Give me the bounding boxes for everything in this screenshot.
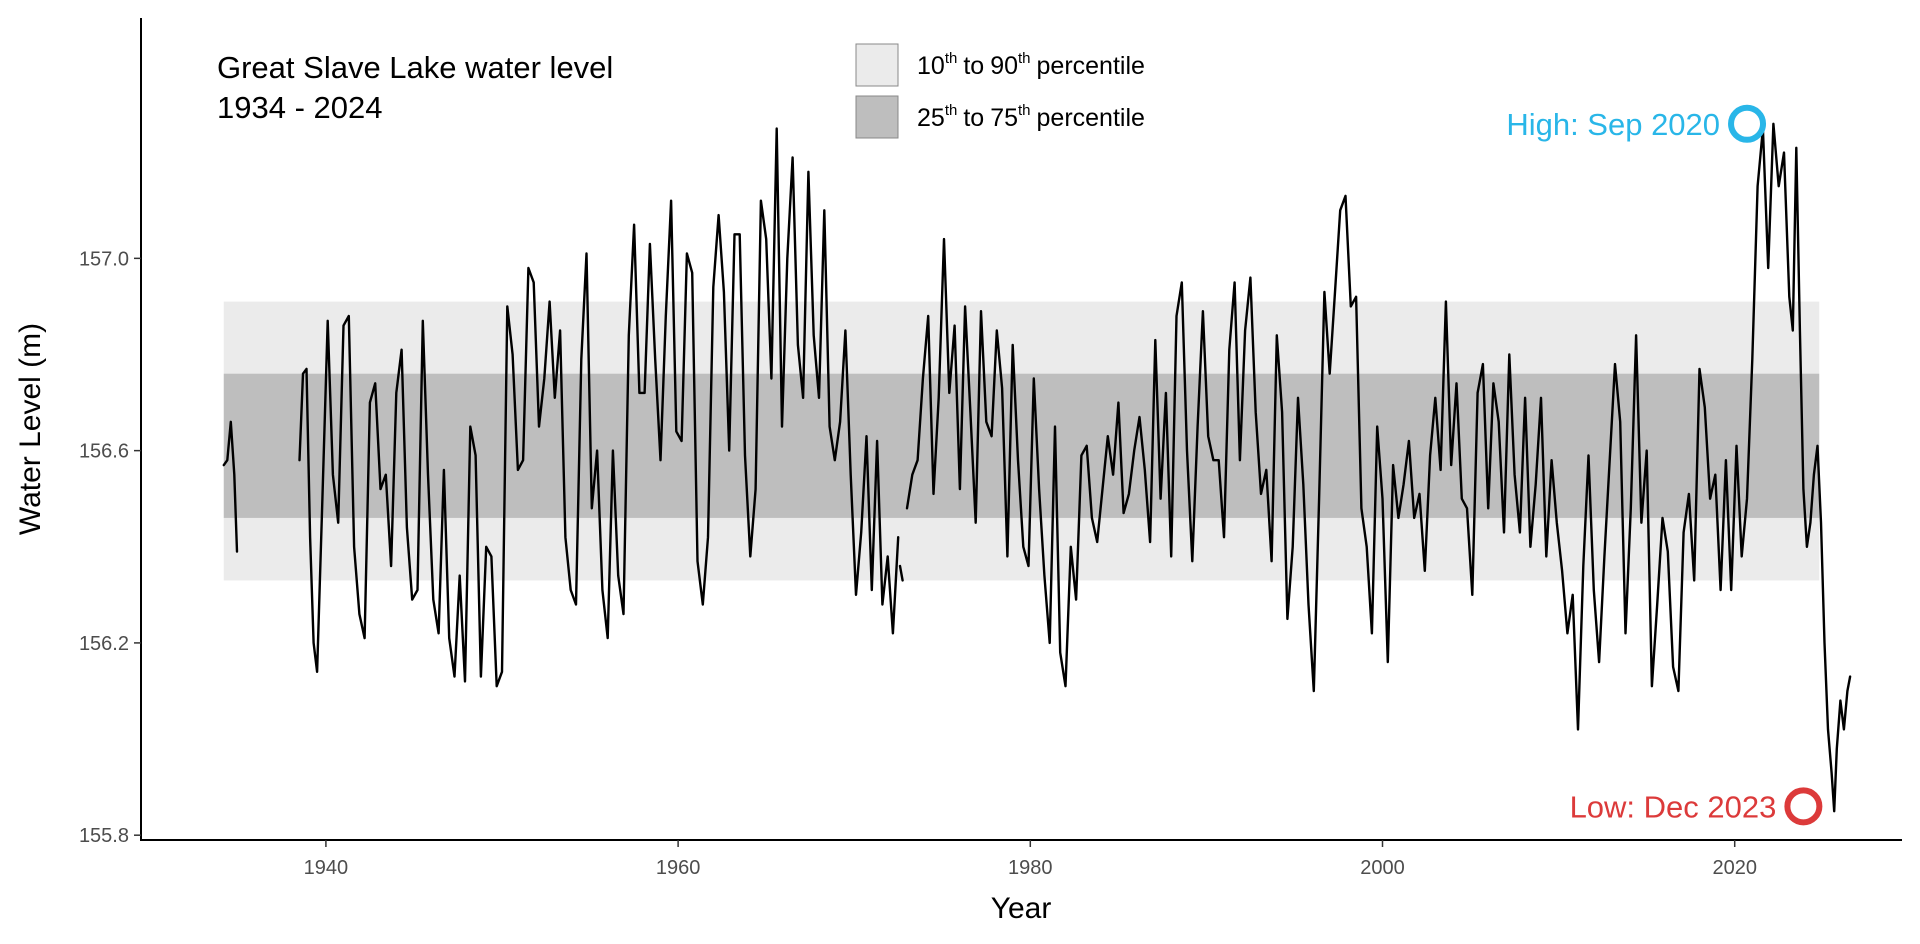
water-level-line-segment xyxy=(298,127,900,688)
y-tick-label: 157.0 xyxy=(79,248,129,270)
legend-rank-low-sup: th xyxy=(945,50,958,67)
y-tick-label: 155.8 xyxy=(79,825,129,847)
legend-rank-high: 90 xyxy=(990,52,1018,80)
water-level-line-segment xyxy=(222,420,239,553)
low-annotation-label: Low: Dec 2023 xyxy=(1570,789,1777,824)
legend-rank-low: 10 xyxy=(917,52,945,80)
legend-percentile-word: percentile xyxy=(1037,52,1145,80)
x-tick-label: 2000 xyxy=(1360,857,1405,879)
water-level-line-segment xyxy=(898,564,904,582)
water-level-line-segment xyxy=(905,122,1852,813)
x-tick-label: 1940 xyxy=(304,857,349,879)
chart-title-line-2: 1934 - 2024 xyxy=(217,90,382,125)
band-25-75-percentile xyxy=(223,373,1820,518)
x-tick-label: 1980 xyxy=(1008,857,1053,879)
legend-rank-high-sup: th xyxy=(1018,102,1031,119)
legend-rank-low-sup: th xyxy=(945,102,958,119)
legend-rank-low: 25 xyxy=(917,104,945,132)
y-tick-label: 156.6 xyxy=(79,441,129,463)
y-tick-label: 156.2 xyxy=(79,633,129,655)
legend-label-10-90: 10th to 90th percentile xyxy=(917,50,1145,80)
legend-label-25-75: 25th to 75th percentile xyxy=(917,102,1145,132)
high-annotation-label: High: Sep 2020 xyxy=(1506,107,1720,142)
legend-rank-high: 75 xyxy=(990,104,1018,132)
x-axis-title: Year xyxy=(991,892,1052,925)
x-tick-label: 2020 xyxy=(1712,857,1757,879)
water-level-series xyxy=(222,122,1852,813)
y-axis-title: Water Level (m) xyxy=(14,323,47,535)
legend: 10th to 90th percentile 25th to 75th percentil… xyxy=(855,43,1145,139)
legend-swatch-25-75 xyxy=(855,95,899,139)
low-marker-circle xyxy=(1784,787,1823,826)
x-axis-ticks: 1940 1960 1980 2000 2020 xyxy=(304,840,1757,879)
high-marker-circle xyxy=(1728,104,1767,143)
legend-rank-high-sup: th xyxy=(1018,50,1031,67)
chart-title-line-1: Great Slave Lake water level xyxy=(217,50,613,85)
legend-to-word: to xyxy=(963,52,984,80)
legend-swatch-10-90 xyxy=(855,43,899,87)
legend-percentile-word: percentile xyxy=(1037,104,1145,132)
legend-to-word: to xyxy=(963,104,984,132)
percentile-bands xyxy=(223,301,1820,581)
annotations: High: Sep 2020 Low: Dec 2023 xyxy=(1506,104,1823,826)
x-tick-label: 1960 xyxy=(656,857,701,879)
y-axis-ticks: 155.8 156.2 156.6 157.0 xyxy=(79,248,141,847)
